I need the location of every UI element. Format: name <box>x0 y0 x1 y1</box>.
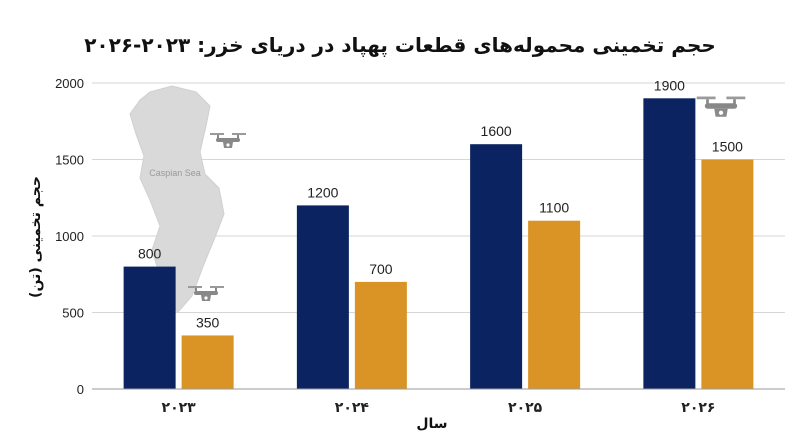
bar <box>643 98 696 390</box>
drone-icon <box>696 96 746 117</box>
x-tick-label: ۲۰۲۴ <box>335 400 370 416</box>
data-labels: 800 350 1200 700 1600 1100 1900 1500 <box>138 77 743 330</box>
bar <box>181 335 234 389</box>
y-tick-labels: 0 500 1000 1500 2000 <box>55 76 84 397</box>
bars <box>123 98 754 390</box>
bar <box>470 144 523 389</box>
drone-icon <box>188 286 224 301</box>
bar <box>354 281 407 389</box>
bar <box>123 266 176 389</box>
data-label: 1200 <box>307 184 338 200</box>
data-label: 800 <box>138 246 162 262</box>
x-tick-label: ۲۰۲۳ <box>162 400 197 416</box>
y-tick-label: 2000 <box>55 76 84 91</box>
x-tick-label: ۲۰۲۵ <box>508 400 543 416</box>
data-label: 350 <box>196 314 220 330</box>
data-label: 1500 <box>712 139 743 155</box>
x-tick-labels: ۲۰۲۳ ۲۰۲۴ ۲۰۲۵ ۲۰۲۶ <box>162 400 716 416</box>
map-label: Caspian Sea <box>149 168 201 178</box>
y-tick-label: 500 <box>62 306 84 321</box>
data-label: 1600 <box>481 123 512 139</box>
y-axis-label: حجم تخمینی (تن) <box>28 176 44 298</box>
y-tick-label: 0 <box>77 382 84 397</box>
y-tick-label: 1000 <box>55 229 84 244</box>
y-tick-label: 1500 <box>55 153 84 168</box>
bar <box>296 205 349 389</box>
caspian-sea-map-icon: Caspian Sea <box>129 85 225 313</box>
bar <box>701 159 754 389</box>
bar <box>528 220 581 389</box>
data-label: 1900 <box>654 77 685 93</box>
chart-title: حجم تخمینی محموله‌های قطعات پهپاد در دری… <box>84 33 716 58</box>
data-label: 700 <box>369 261 393 277</box>
drone-icon <box>210 133 246 148</box>
data-label: 1100 <box>539 200 569 216</box>
x-tick-label: ۲۰۲۶ <box>681 400 715 416</box>
x-axis-label: سال <box>416 416 447 432</box>
